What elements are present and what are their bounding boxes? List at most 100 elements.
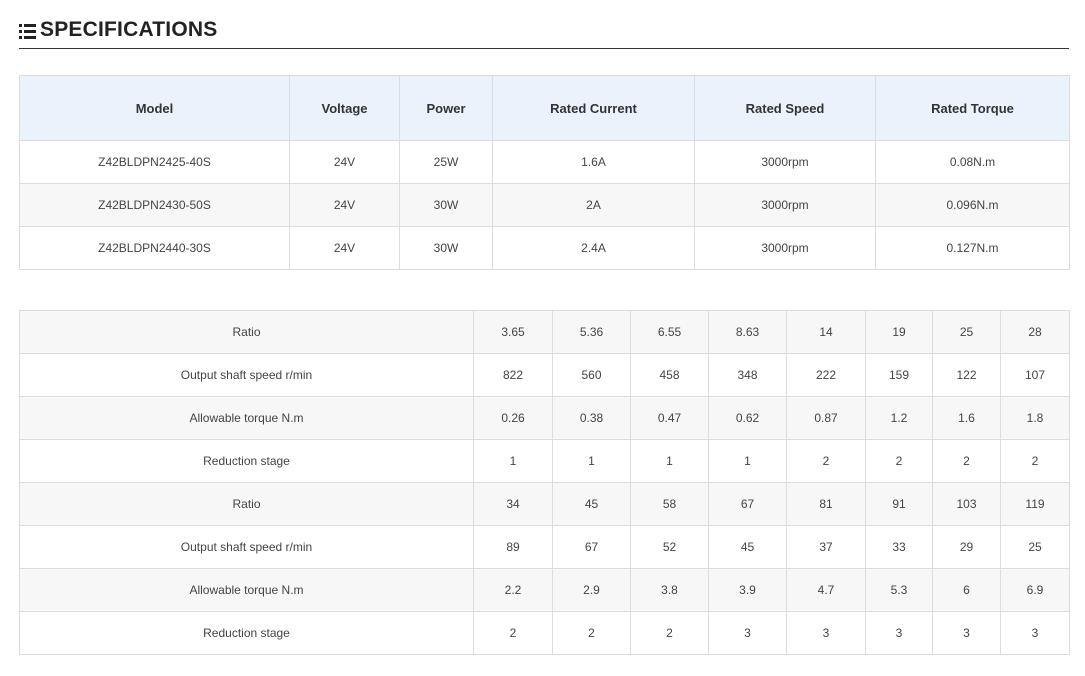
table-cell: 1.6 [932,396,1001,440]
table-cell: Z42BLDPN2430-50S [19,183,290,227]
list-icon [19,23,36,39]
table-cell: 0.08N.m [875,140,1070,184]
table-cell: 119 [1000,482,1070,526]
table-row: Allowable torque N.m 2.2 2.9 3.8 3.9 4.7 5.3 6 6… [19,568,1070,612]
table-cell: 348 [708,353,787,397]
table-cell: 5.3 [865,568,933,612]
table-cell: 24V [289,183,400,227]
table-cell: 107 [1000,353,1070,397]
table-cell: 8.63 [708,310,787,354]
row-label: Allowable torque N.m [19,396,474,440]
table-cell: 3.65 [473,310,553,354]
table-cell: 2.9 [552,568,631,612]
table-cell: 1 [552,439,631,483]
column-header-power: Power [399,75,493,141]
table-cell: Z42BLDPN2440-30S [19,226,290,270]
table-cell: 81 [786,482,866,526]
table-cell: 1 [473,439,553,483]
table-cell: 19 [865,310,933,354]
table-cell: 1 [708,439,787,483]
specifications-table: Model Voltage Power Rated Current Rated … [19,75,1070,270]
table-row: Ratio 3.65 5.36 6.55 8.63 14 19 25 28 [19,310,1070,354]
table-cell: 0.127N.m [875,226,1070,270]
table-cell: 2 [630,611,709,655]
table-cell: 2.2 [473,568,553,612]
table-cell: 0.62 [708,396,787,440]
table-cell: 1 [630,439,709,483]
table-cell: 6.55 [630,310,709,354]
table-cell: 2 [1000,439,1070,483]
column-header-rated-speed: Rated Speed [694,75,876,141]
column-header-model: Model [19,75,290,141]
table-cell: Z42BLDPN2425-40S [19,140,290,184]
table-cell: 25 [1000,525,1070,569]
row-label: Reduction stage [19,439,474,483]
table-cell: 24V [289,226,400,270]
row-label: Ratio [19,482,474,526]
table-cell: 3 [786,611,866,655]
table-cell: 25 [932,310,1001,354]
table-cell: 33 [865,525,933,569]
table-cell: 2 [552,611,631,655]
row-label: Reduction stage [19,611,474,655]
row-label: Allowable torque N.m [19,568,474,612]
table-cell: 14 [786,310,866,354]
table-cell: 822 [473,353,553,397]
table-cell: 3 [1000,611,1070,655]
table-cell: 91 [865,482,933,526]
table-cell: 2 [473,611,553,655]
table-cell: 3.9 [708,568,787,612]
table-row: Z42BLDPN2425-40S 24V 25W 1.6A 3000rpm 0.… [19,140,1070,184]
table-cell: 2A [492,183,695,227]
row-label: Output shaft speed r/min [19,353,474,397]
page-title: SPECIFICATIONS [40,18,218,41]
row-label: Ratio [19,310,474,354]
table-cell: 34 [473,482,553,526]
column-header-voltage: Voltage [289,75,400,141]
table-cell: 122 [932,353,1001,397]
table-row: Output shaft speed r/min 89 67 52 45 37 33 29 25 [19,525,1070,569]
table-cell: 3 [865,611,933,655]
table-cell: 2 [932,439,1001,483]
table-cell: 45 [552,482,631,526]
table-cell: 3000rpm [694,140,876,184]
column-header-rated-torque: Rated Torque [875,75,1070,141]
table-cell: 24V [289,140,400,184]
gear-ratio-table: Ratio 3.65 5.36 6.55 8.63 14 19 25 28 Output shaf… [19,310,1070,655]
table-cell: 25W [399,140,493,184]
table-cell: 37 [786,525,866,569]
column-header-rated-current: Rated Current [492,75,695,141]
table-row: Z42BLDPN2430-50S 24V 30W 2A 3000rpm 0.09… [19,183,1070,227]
table-row: Reduction stage 1 1 1 1 2 2 2 2 [19,439,1070,483]
table-cell: 28 [1000,310,1070,354]
table-cell: 0.87 [786,396,866,440]
table-cell: 3.8 [630,568,709,612]
table-cell: 3000rpm [694,183,876,227]
table-cell: 5.36 [552,310,631,354]
table-cell: 0.38 [552,396,631,440]
table-cell: 103 [932,482,1001,526]
table-cell: 0.26 [473,396,553,440]
table-row: Allowable torque N.m 0.26 0.38 0.47 0.62 0.87… [19,396,1070,440]
table-cell: 3 [708,611,787,655]
table-cell: 2 [786,439,866,483]
table-cell: 30W [399,226,493,270]
table-cell: 0.096N.m [875,183,1070,227]
table-cell: 58 [630,482,709,526]
table-cell: 67 [552,525,631,569]
table-cell: 89 [473,525,553,569]
table-cell: 52 [630,525,709,569]
table-cell: 222 [786,353,866,397]
table-cell: 6 [932,568,1001,612]
table-cell: 0.47 [630,396,709,440]
table-cell: 29 [932,525,1001,569]
table-row: Output shaft speed r/min 822 560 458 348 222 1… [19,353,1070,397]
table-cell: 45 [708,525,787,569]
table-header-row: Model Voltage Power Rated Current Rated … [19,75,1070,141]
table-cell: 3000rpm [694,226,876,270]
table-row: Ratio 34 45 58 67 81 91 103 119 [19,482,1070,526]
table-cell: 1.6A [492,140,695,184]
table-cell: 4.7 [786,568,866,612]
table-cell: 30W [399,183,493,227]
table-cell: 2 [865,439,933,483]
